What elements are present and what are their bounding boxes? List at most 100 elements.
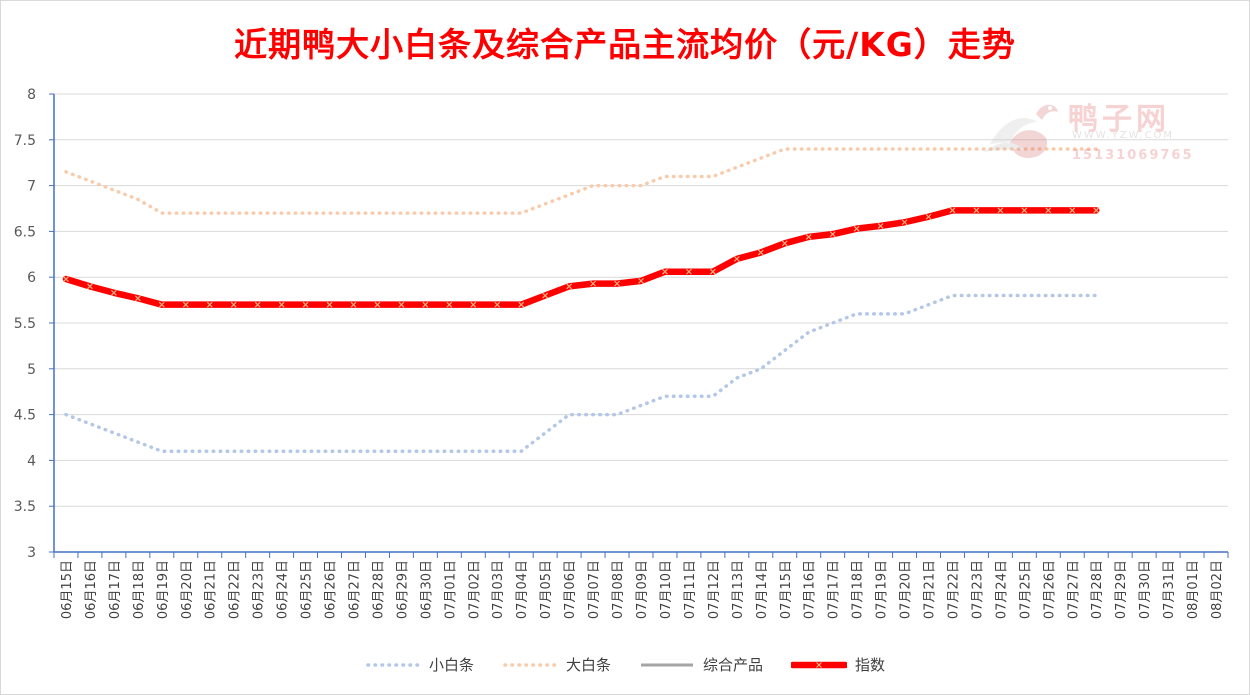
data-point bbox=[877, 222, 884, 229]
x-tick-label: 07月24日 bbox=[994, 560, 1009, 619]
y-tick-label: 3.5 bbox=[14, 499, 36, 515]
x-tick-label: 07月23日 bbox=[970, 560, 985, 619]
y-tick-label: 4 bbox=[27, 453, 36, 469]
x-tick-label: 07月28日 bbox=[1090, 560, 1105, 619]
x-tick-label: 07月03日 bbox=[491, 560, 506, 619]
data-point bbox=[829, 231, 836, 238]
legend-item: 小白条 bbox=[365, 654, 474, 675]
legend-swatch bbox=[641, 663, 693, 666]
x-tick-label: 06月25日 bbox=[300, 560, 315, 619]
legend-swatch bbox=[366, 662, 420, 667]
legend-label: 综合产品 bbox=[703, 656, 764, 674]
x-tick-label: 07月13日 bbox=[731, 560, 746, 619]
series-line-4 bbox=[62, 207, 1100, 308]
data-point bbox=[518, 301, 525, 308]
axes bbox=[49, 93, 1229, 558]
x-tick-label: 06月30日 bbox=[419, 560, 434, 619]
legend-item: 指数 bbox=[791, 654, 885, 675]
x-tick-label: 07月27日 bbox=[1066, 560, 1081, 619]
x-tick-label: 07月21日 bbox=[923, 560, 938, 619]
y-tick-label: 5 bbox=[27, 362, 36, 378]
y-tick-label: 7.5 bbox=[14, 133, 36, 149]
data-point bbox=[206, 301, 213, 308]
data-point bbox=[542, 292, 549, 299]
x-tick-label: 07月08日 bbox=[611, 560, 626, 619]
x-tick-label: 07月02日 bbox=[467, 560, 482, 619]
data-point bbox=[230, 301, 237, 308]
duck-logo-icon bbox=[984, 104, 1058, 158]
x-tick-label: 07月09日 bbox=[635, 560, 650, 619]
x-tick-label: 07月17日 bbox=[827, 560, 842, 619]
data-point bbox=[494, 301, 501, 308]
x-tick-label: 06月17日 bbox=[108, 560, 123, 619]
x-tick-label: 07月16日 bbox=[803, 560, 818, 619]
x-tick-label: 06月27日 bbox=[347, 560, 362, 619]
x-tick-label: 07月19日 bbox=[875, 560, 890, 619]
x-tick-label: 07月25日 bbox=[1018, 560, 1033, 619]
data-point bbox=[63, 276, 69, 282]
x-tick-label: 07月30日 bbox=[1138, 560, 1153, 619]
y-tick-label: 4.5 bbox=[14, 408, 36, 424]
x-tick-label: 07月12日 bbox=[707, 560, 722, 619]
x-tick-label: 06月21日 bbox=[204, 560, 219, 619]
data-point bbox=[182, 301, 189, 308]
x-tick-label: 07月04日 bbox=[515, 560, 530, 619]
y-tick-label: 3 bbox=[27, 545, 36, 561]
x-tick-label: 07月26日 bbox=[1042, 560, 1057, 619]
data-point bbox=[374, 301, 381, 308]
watermark-url: WWW.YZW.COM bbox=[1072, 130, 1175, 141]
data-point bbox=[949, 207, 956, 214]
data-point bbox=[614, 280, 620, 287]
data-point bbox=[398, 301, 405, 308]
data-point bbox=[134, 295, 141, 302]
legend-marker bbox=[816, 661, 822, 668]
x-tick-label: 07月10日 bbox=[659, 560, 674, 619]
y-tick-label: 8 bbox=[27, 87, 36, 103]
y-tick-label: 6.5 bbox=[14, 224, 36, 240]
legend-label: 指数 bbox=[855, 656, 886, 674]
data-point bbox=[158, 301, 165, 308]
watermark: 鸭子网 WWW.YZW.COM 15131069765 bbox=[980, 92, 1220, 172]
y-tick-label: 7 bbox=[27, 179, 36, 195]
x-tick-label: 07月29日 bbox=[1114, 560, 1129, 619]
data-point bbox=[470, 301, 477, 308]
data-point bbox=[805, 233, 812, 240]
y-tick-label: 6 bbox=[27, 270, 36, 286]
watermark-brand: 鸭子网 bbox=[1068, 102, 1170, 137]
x-tick-label: 07月01日 bbox=[443, 560, 458, 619]
x-tick-label: 07月20日 bbox=[899, 560, 914, 619]
data-point bbox=[350, 301, 357, 308]
legend-label: 大白条 bbox=[565, 656, 611, 674]
chart-title: 近期鸭大小白条及综合产品主流均价（元/KG）走势 bbox=[234, 25, 1016, 64]
data-point bbox=[733, 255, 740, 262]
x-tick-label: 07月18日 bbox=[851, 560, 866, 619]
data-point bbox=[1093, 207, 1100, 214]
data-point bbox=[422, 301, 429, 308]
data-point bbox=[662, 268, 668, 275]
data-point bbox=[87, 283, 93, 290]
data-point bbox=[638, 277, 644, 284]
data-point bbox=[757, 249, 764, 256]
y-tick-labels: 3 3.5 4 4.5 5 5.5 6 6.5 7 7.5 8 bbox=[14, 87, 36, 561]
data-point bbox=[925, 213, 932, 220]
data-point bbox=[110, 289, 117, 296]
series-line-1 bbox=[64, 293, 1098, 453]
data-point bbox=[901, 219, 908, 226]
x-tick-label: 06月19日 bbox=[156, 560, 171, 619]
data-point bbox=[446, 301, 453, 308]
data-point bbox=[997, 207, 1004, 214]
legend-item: 大白条 bbox=[502, 654, 611, 675]
x-tick-label: 06月24日 bbox=[276, 560, 291, 619]
data-point bbox=[302, 301, 309, 308]
x-tick-labels: 06月15日 06月16日 06月17日 06月18日 06月19日 06月20日 06月2… bbox=[60, 560, 1225, 619]
x-tick-label: 07月11日 bbox=[683, 560, 698, 619]
x-tick-label: 08月01日 bbox=[1186, 560, 1201, 619]
x-tick-label: 06月28日 bbox=[371, 560, 386, 619]
x-tick-label: 06月16日 bbox=[84, 560, 99, 619]
data-point bbox=[278, 301, 285, 308]
data-point bbox=[709, 268, 716, 275]
data-point bbox=[326, 301, 333, 308]
legend-label: 小白条 bbox=[428, 656, 474, 674]
